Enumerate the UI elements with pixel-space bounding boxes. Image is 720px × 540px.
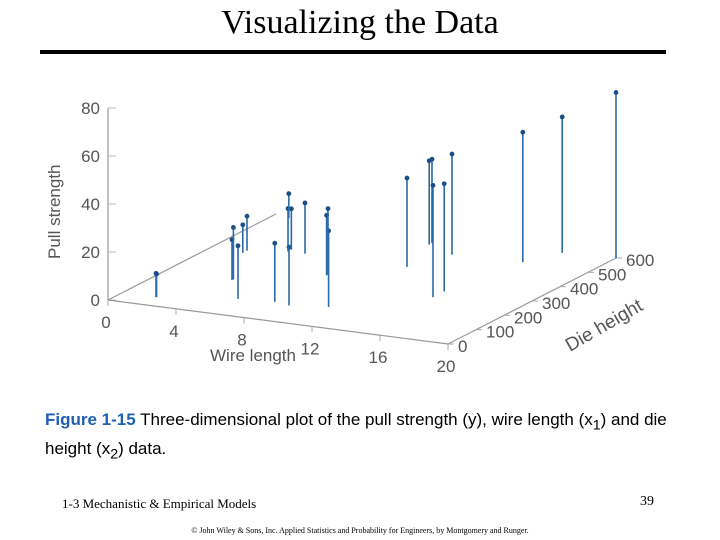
data-point xyxy=(235,243,241,249)
caption-sub-2: 2 xyxy=(110,446,119,463)
x-axis-label: Wire length xyxy=(210,346,296,365)
y-tick-label: 500 xyxy=(598,265,626,284)
caption-text-2: ) and die height (x xyxy=(45,410,667,459)
copyright-notice: © John Wiley & Sons, Inc. Applied Statis… xyxy=(191,526,529,535)
data-point xyxy=(325,206,331,211)
y-tick-label: 300 xyxy=(542,294,570,313)
caption-text-1: Three-dimensional plot of the pull stren… xyxy=(140,410,593,429)
x-tick-label: 20 xyxy=(437,357,456,376)
data-point xyxy=(426,158,432,164)
figure-caption: Figure 1-15 Three-dimensional plot of th… xyxy=(45,408,685,467)
y-tick-label: 200 xyxy=(514,308,542,327)
caption-text-3: ) data. xyxy=(118,439,167,459)
data-point xyxy=(154,271,159,277)
data-point xyxy=(302,200,308,206)
y-tick-label: 0 xyxy=(458,337,467,356)
data-point xyxy=(449,151,455,157)
x-tick-label: 8 xyxy=(237,331,246,350)
x-tick-label: 0 xyxy=(101,313,110,332)
data-point xyxy=(441,181,447,187)
title-divider xyxy=(40,50,666,54)
data-point xyxy=(404,175,410,181)
data-point xyxy=(244,213,250,219)
caption-label: Figure 1-15 xyxy=(45,410,136,429)
z-tick-label: 0 xyxy=(91,291,100,310)
data-point xyxy=(613,90,619,95)
data-point xyxy=(520,129,526,135)
chart-stems xyxy=(153,90,619,307)
slide-title: Visualizing the Data xyxy=(221,4,499,41)
z-tick-label: 60 xyxy=(81,147,100,166)
data-point xyxy=(430,182,436,188)
data-point xyxy=(559,114,565,120)
z-tick-label: 40 xyxy=(81,195,100,214)
data-point xyxy=(231,225,236,230)
x-tick-label: 16 xyxy=(369,348,388,367)
data-point xyxy=(272,240,278,246)
x-tick-label: 12 xyxy=(301,339,320,358)
z-axis-label: Pull strength xyxy=(45,165,64,260)
data-point xyxy=(240,222,246,228)
footer-section: 1-3 Mechanistic & Empirical Models xyxy=(62,496,257,511)
y-tick-label: 600 xyxy=(626,251,654,270)
y-tick-label: 400 xyxy=(570,280,598,299)
z-tick-label: 20 xyxy=(81,243,100,262)
data-point xyxy=(286,191,292,197)
floor-back-edge xyxy=(107,213,277,301)
caption-sub-1: 1 xyxy=(592,417,601,434)
x-axis-line xyxy=(107,299,449,345)
y-axis-label: Die height xyxy=(562,295,647,356)
page-number: 39 xyxy=(640,494,654,509)
z-tick-label: 80 xyxy=(81,99,100,118)
x-tick-label: 4 xyxy=(169,322,178,341)
y-tick-label: 100 xyxy=(486,323,514,342)
chart-labels: Wire length Die height Pull strength xyxy=(45,165,647,366)
